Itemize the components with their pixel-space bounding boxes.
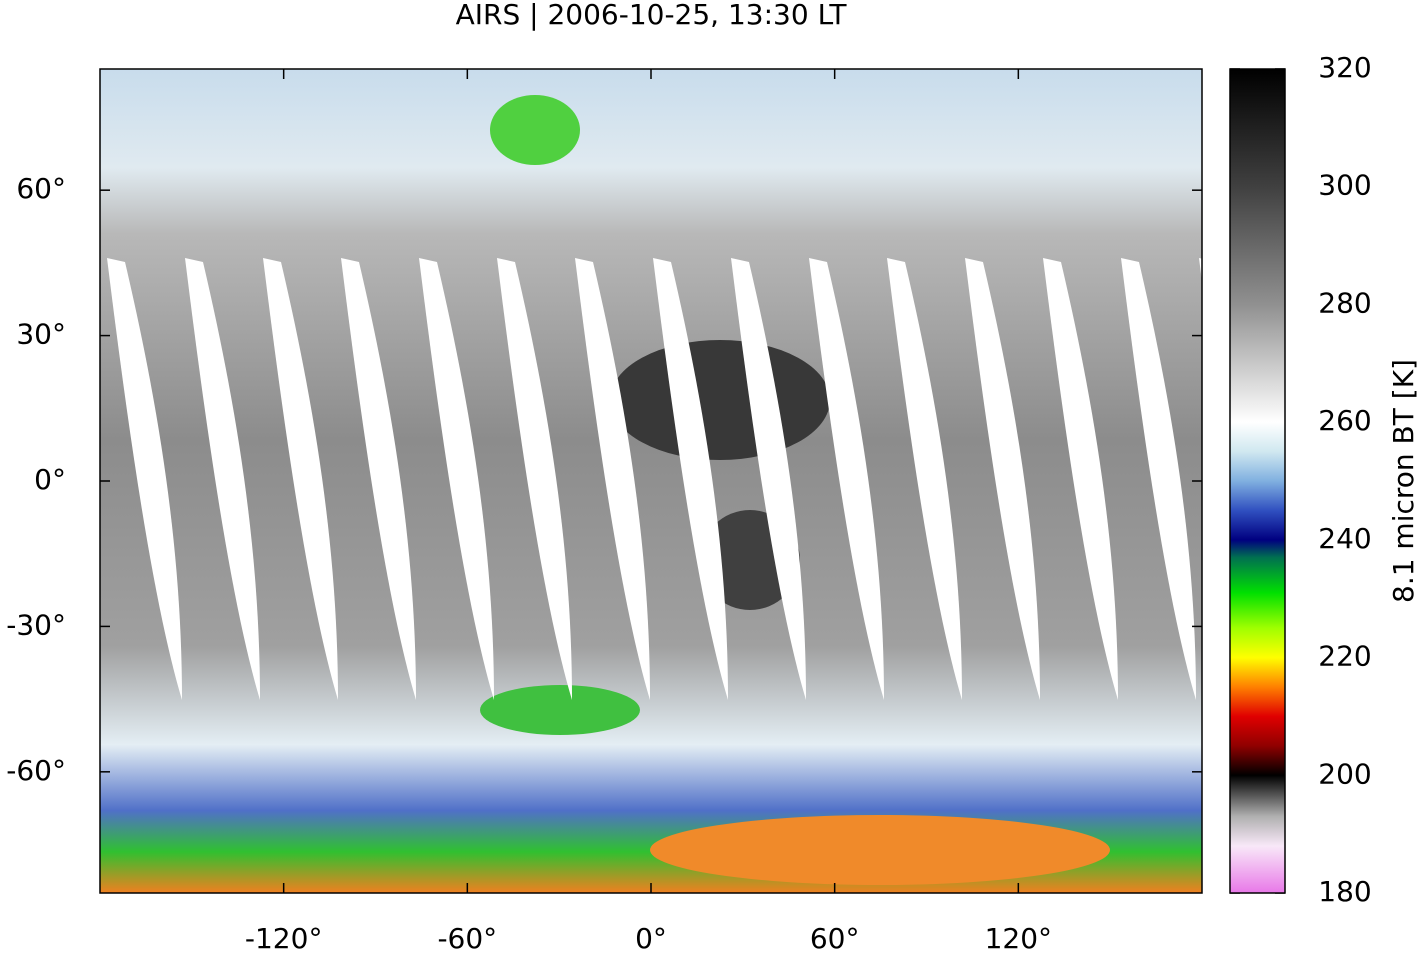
data-gap	[575, 258, 650, 700]
colorbar-tick-label: 280	[1318, 286, 1371, 319]
y-tick-label: -60°	[6, 754, 66, 787]
data-gap	[965, 258, 1040, 700]
cloud-patch	[650, 815, 1110, 885]
y-tick-label: 0°	[34, 463, 66, 496]
data-gap	[107, 258, 182, 700]
data-gap	[263, 258, 338, 700]
data-gap	[497, 258, 572, 700]
data-gap	[185, 258, 260, 700]
data-gaps	[107, 258, 1202, 700]
map-background	[100, 69, 1202, 893]
cloud-patch	[490, 95, 580, 165]
data-gap	[419, 258, 494, 700]
colorbar-tick-label: 240	[1318, 522, 1371, 555]
axes: -120° -60° 0° 60° 120° 60° 30° 0° -30° -60° 180 200…	[6, 51, 1371, 955]
chart-title: AIRS | 2006-10-25, 13:30 LT	[456, 0, 848, 31]
data-gap	[1043, 258, 1118, 700]
cloud-patch	[480, 685, 640, 735]
colorbar-tick-label: 220	[1318, 640, 1371, 673]
colorbar-tick-label: 260	[1318, 404, 1371, 437]
colorbar-tick-label: 320	[1318, 51, 1371, 84]
x-tick-label: 60°	[810, 922, 860, 955]
x-tick-label: -60°	[437, 922, 497, 955]
warm-region	[610, 340, 830, 460]
data-gap	[731, 258, 806, 700]
x-tick-label: 120°	[985, 922, 1052, 955]
colorbar-label: 8.1 micron BT [K]	[1387, 359, 1420, 603]
data-gap	[341, 258, 416, 700]
x-tick-label: 0°	[635, 922, 667, 955]
data-gap	[887, 258, 962, 700]
y-tick-label: -30°	[6, 608, 66, 641]
data-gap	[1121, 258, 1196, 700]
data-gap	[809, 258, 884, 700]
y-tick-label: 30°	[16, 318, 66, 351]
x-tick-label: -120°	[245, 922, 323, 955]
map-image	[100, 69, 1202, 893]
data-gap	[653, 258, 728, 700]
colorbar	[1229, 68, 1286, 894]
y-tick-label: 60°	[16, 172, 66, 205]
colorbar-tick-label: 300	[1318, 169, 1371, 202]
colorbar-tick-label: 180	[1318, 875, 1371, 908]
colorbar-tick-label: 200	[1318, 757, 1371, 790]
